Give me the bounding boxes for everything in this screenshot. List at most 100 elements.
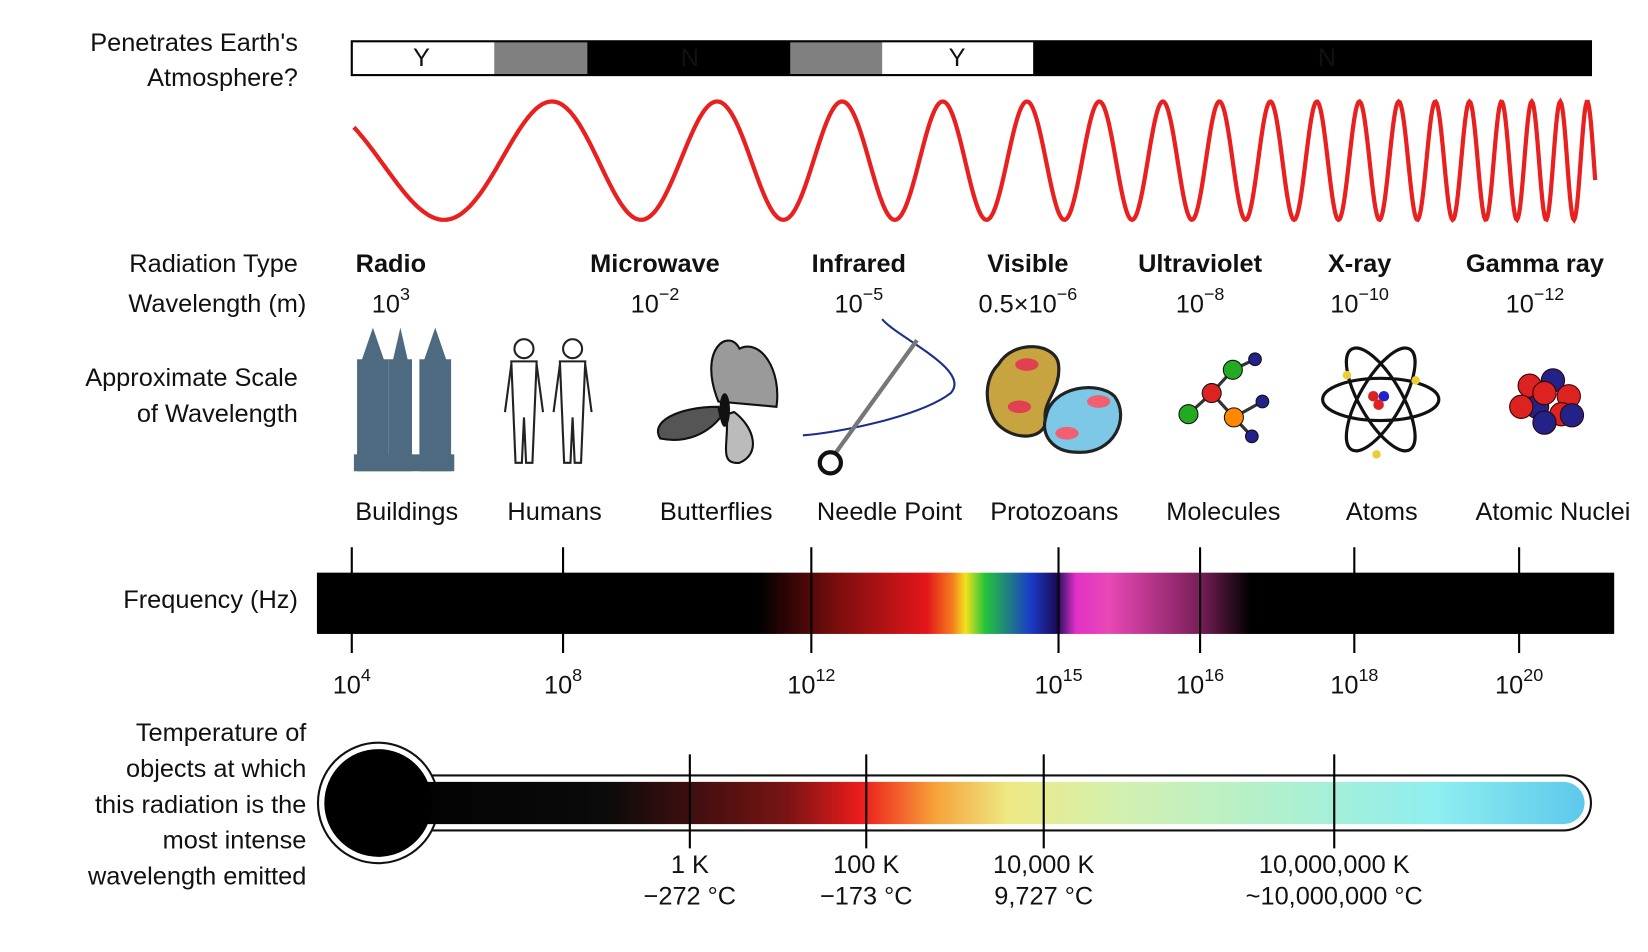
nucleon — [1373, 399, 1384, 410]
frequency-tick-label-base: 10 — [1495, 671, 1523, 699]
arms — [503, 364, 545, 413]
atom — [1222, 359, 1243, 380]
wavelength-exponent: −12 — [1534, 284, 1564, 304]
temperature-label: Temperature of — [136, 719, 307, 747]
tower — [357, 359, 389, 472]
scale-object: Molecules — [1166, 498, 1280, 526]
atmosphere-segment — [494, 42, 588, 75]
nucleus-icon — [1509, 368, 1585, 435]
nucleus — [1015, 358, 1039, 371]
kelvin: 100 K — [833, 851, 899, 879]
kelvin: 1 K — [671, 851, 709, 879]
frequency-tick-label: 1012 — [787, 665, 835, 700]
temperature-label: this radiation is the — [95, 791, 306, 819]
buildings-icon — [353, 327, 455, 472]
atom — [1255, 394, 1270, 409]
electron — [1342, 370, 1352, 380]
atom — [1178, 404, 1199, 425]
spire — [360, 327, 386, 365]
nucleus — [1087, 395, 1111, 408]
wavelength-exponent: −10 — [1358, 284, 1388, 304]
frequency-tick-label-base: 10 — [333, 671, 361, 699]
scale-label: Approximate Scale — [85, 364, 298, 392]
head — [513, 338, 535, 360]
frequency-tick-label-base: 10 — [787, 671, 815, 699]
needle — [832, 339, 919, 456]
wavelength-exponent: −2 — [659, 284, 679, 304]
frequency-label: Frequency (Hz) — [123, 586, 298, 614]
wavelength-exponent: −8 — [1204, 284, 1224, 304]
wavelength-exponent: −6 — [1057, 284, 1077, 304]
frequency-tick-label-exponent: 4 — [361, 665, 371, 685]
wavelength-base: 10 — [1176, 290, 1204, 318]
atmosphere-segment — [352, 42, 495, 75]
kelvin: 10,000,000 K — [1259, 851, 1410, 879]
radiation-type: Infrared — [812, 250, 906, 278]
atmosphere-segment — [882, 42, 1034, 75]
wave — [352, 97, 1598, 224]
nucleus — [1007, 400, 1032, 414]
wing — [710, 339, 779, 408]
wavelength: 10−2 — [631, 284, 680, 319]
radiation-type: Gamma ray — [1466, 250, 1604, 278]
molecule-icon — [1178, 352, 1270, 444]
frequency-tick-label-base: 10 — [1176, 671, 1204, 699]
arms — [552, 364, 593, 413]
radiation-type: Radio — [356, 250, 426, 278]
kelvin: 10,000 K — [993, 851, 1095, 879]
wavelength: 103 — [372, 284, 410, 319]
frequency-tick-label: 1016 — [1176, 665, 1224, 700]
frequency-tick-label: 1018 — [1330, 665, 1378, 700]
orbit — [1344, 346, 1417, 453]
spire — [391, 327, 409, 365]
electron — [1372, 450, 1381, 459]
body — [719, 393, 730, 427]
frequency-tick-label-base: 10 — [544, 671, 572, 699]
wing — [657, 405, 722, 441]
scale-object: Atomic Nuclei — [1475, 498, 1630, 526]
frequency-tick-label: 1020 — [1495, 665, 1543, 700]
radiation-type: Ultraviolet — [1138, 250, 1262, 278]
wavelength-base: 0.5×10 — [979, 290, 1057, 318]
nucleon — [1532, 410, 1557, 435]
atmosphere-answer: N — [1318, 44, 1336, 72]
tower — [419, 359, 452, 472]
wavelength: 10−5 — [835, 284, 884, 319]
temperature-label: wavelength emitted — [87, 863, 306, 891]
butterfly-icon — [657, 339, 779, 464]
wavelength: 0.5×10−6 — [979, 284, 1078, 319]
frequency-tick-label-exponent: 12 — [815, 665, 835, 685]
wavelength-base: 10 — [835, 290, 863, 318]
wavelength-exponent: −5 — [863, 284, 883, 304]
orbit — [1321, 376, 1441, 423]
wing — [724, 410, 754, 464]
nucleon — [1368, 390, 1379, 402]
wavelength-base: 10 — [631, 290, 659, 318]
point — [817, 450, 844, 476]
wavelength: 10−8 — [1176, 284, 1225, 319]
scale-object: Atoms — [1346, 498, 1418, 526]
base — [353, 454, 455, 472]
scale-object: Buildings — [355, 498, 458, 526]
nucleon — [1378, 390, 1390, 402]
temperature-label: most intense — [163, 827, 307, 855]
frequency-tick-label-exponent: 20 — [1523, 665, 1543, 685]
atmosphere-answer: Y — [413, 44, 430, 72]
nucleon — [1509, 394, 1534, 419]
wavelength: 10−10 — [1330, 284, 1389, 319]
scale-object: Needle Point — [817, 498, 962, 526]
nucleon — [1532, 380, 1557, 406]
body — [510, 360, 538, 464]
atom-icon — [1321, 346, 1441, 459]
wavelength-exponent: 3 — [400, 284, 410, 304]
wavelength-base: 10 — [1506, 290, 1534, 318]
frequency-tick-label-base: 10 — [1034, 671, 1062, 699]
radiation-type: Microwave — [590, 250, 720, 278]
frequency-tick-label-exponent: 8 — [572, 665, 582, 685]
tower — [388, 359, 412, 472]
frequency-tick-label-exponent: 16 — [1204, 665, 1224, 685]
atmosphere-segment — [790, 42, 883, 75]
scale-object: Butterflies — [660, 498, 773, 526]
atom — [1201, 383, 1222, 404]
